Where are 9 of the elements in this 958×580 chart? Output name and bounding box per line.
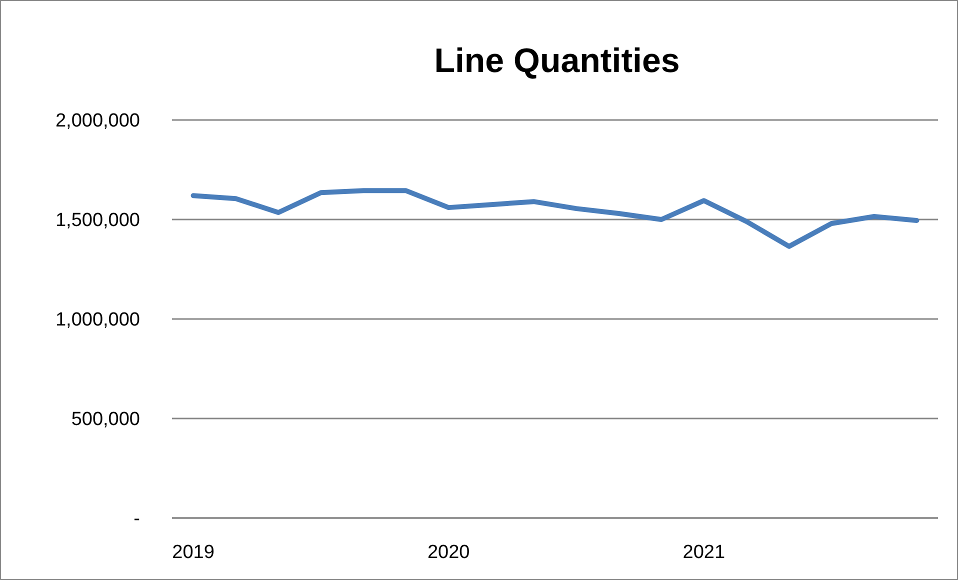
y-tick-label: - [134,508,140,530]
x-tick-label: 2021 [682,542,726,563]
x-tick-label: 2020 [427,542,470,563]
y-tick-label: 2,000,000 [55,110,140,132]
chart-title: Line Quantities [434,42,680,80]
y-tick-label: 1,000,000 [55,310,140,331]
y-tick-label: 500,000 [71,409,140,430]
y-tick-label: 1,500,000 [55,210,140,232]
x-tick-label: 2019 [172,542,214,563]
